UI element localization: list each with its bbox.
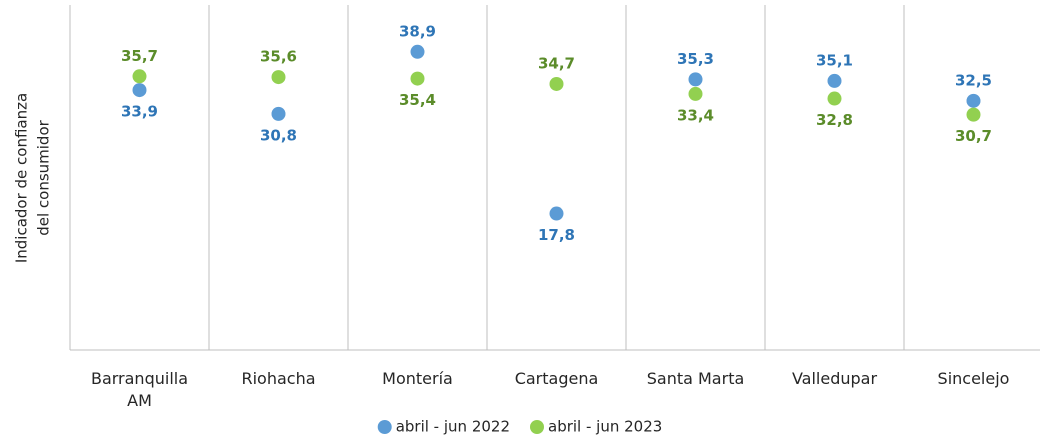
x-tick-label: Riohacha bbox=[241, 369, 316, 388]
data-label: 17,8 bbox=[538, 226, 575, 244]
x-tick-label: Sincelejo bbox=[937, 369, 1010, 388]
data-label: 35,6 bbox=[260, 48, 297, 66]
data-label: 38,9 bbox=[399, 22, 436, 40]
data-point bbox=[271, 70, 286, 85]
data-point bbox=[688, 72, 703, 87]
data-point bbox=[410, 71, 425, 86]
data-label: 35,4 bbox=[399, 91, 436, 109]
data-point bbox=[966, 93, 981, 108]
legend-label: abril - jun 2023 bbox=[548, 418, 662, 436]
data-label: 33,9 bbox=[121, 103, 158, 121]
data-label: 35,1 bbox=[816, 51, 853, 69]
data-label: 30,8 bbox=[260, 126, 297, 144]
data-point bbox=[549, 76, 564, 91]
data-point bbox=[132, 83, 147, 98]
data-point bbox=[549, 206, 564, 221]
data-point bbox=[410, 44, 425, 59]
data-point bbox=[827, 91, 842, 106]
x-tick-label: Valledupar bbox=[791, 369, 878, 388]
data-point bbox=[966, 107, 981, 122]
legend-marker bbox=[530, 420, 544, 434]
data-label: 35,3 bbox=[677, 50, 714, 68]
legend-marker bbox=[377, 420, 392, 434]
data-point bbox=[271, 106, 286, 121]
data-label: 34,7 bbox=[538, 54, 575, 72]
legend-label: abril - jun 2022 bbox=[396, 418, 510, 436]
y-axis-title: Indicador de confianza del consumidor bbox=[13, 93, 53, 263]
x-tick-label: Montería bbox=[382, 369, 453, 388]
y-axis-title-line: del consumidor bbox=[35, 119, 53, 235]
data-label: 32,8 bbox=[816, 111, 853, 129]
data-label: 33,4 bbox=[677, 106, 714, 124]
x-tick-label: Cartagena bbox=[514, 369, 599, 388]
x-tick-label: Santa Marta bbox=[646, 369, 745, 388]
data-label: 35,7 bbox=[121, 47, 158, 65]
x-tick-label: Barranquilla AM bbox=[90, 369, 189, 410]
data-label: 30,7 bbox=[955, 127, 992, 145]
y-axis-title-line: Indicador de confianza bbox=[13, 93, 31, 263]
data-point bbox=[827, 73, 842, 88]
data-label: 32,5 bbox=[955, 71, 992, 89]
data-point bbox=[132, 69, 147, 84]
data-point bbox=[688, 86, 703, 101]
